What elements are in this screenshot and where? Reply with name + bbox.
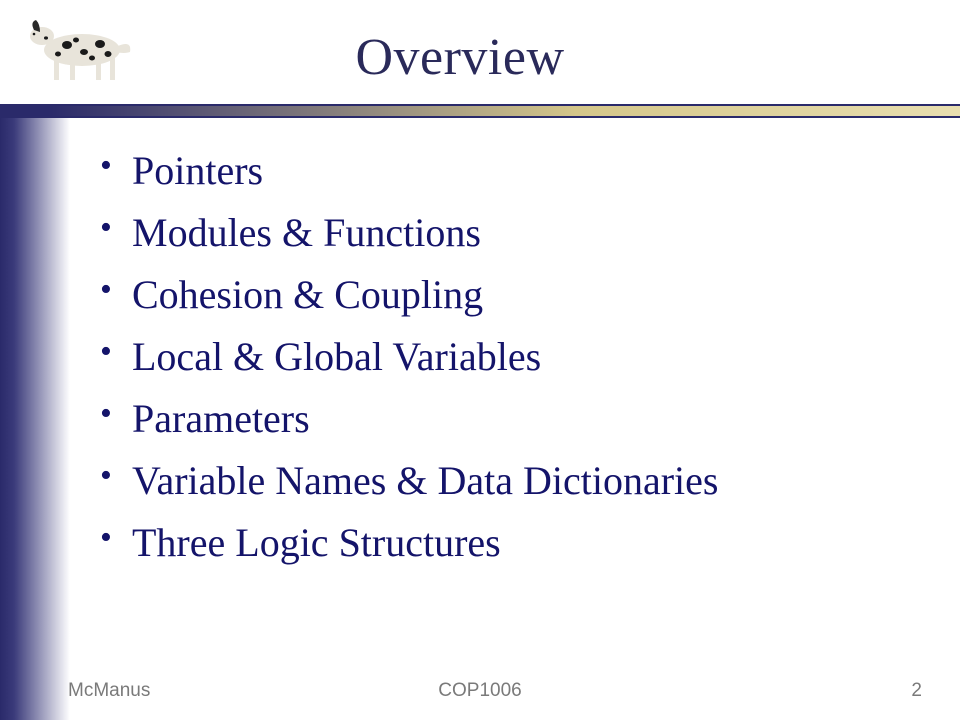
- page-number: 2: [911, 680, 922, 702]
- bullet-list: Pointers Modules & Functions Cohesion & …: [100, 140, 920, 574]
- footer-author: McManus: [68, 680, 150, 702]
- content-area: Pointers Modules & Functions Cohesion & …: [100, 140, 920, 574]
- footer-course: COP1006: [438, 680, 521, 702]
- list-item: Modules & Functions: [100, 202, 920, 264]
- list-item: Pointers: [100, 140, 920, 202]
- footer: McManus COP1006 2: [0, 674, 960, 702]
- slide-title: Overview: [0, 28, 920, 87]
- slide: Overview Pointers Modules & Functions Co…: [0, 0, 960, 720]
- list-item: Cohesion & Coupling: [100, 264, 920, 326]
- list-item: Local & Global Variables: [100, 326, 920, 388]
- list-item: Variable Names & Data Dictionaries: [100, 450, 920, 512]
- side-gradient: [0, 118, 70, 720]
- divider-band: [0, 104, 960, 118]
- list-item: Parameters: [100, 388, 920, 450]
- list-item: Three Logic Structures: [100, 512, 920, 574]
